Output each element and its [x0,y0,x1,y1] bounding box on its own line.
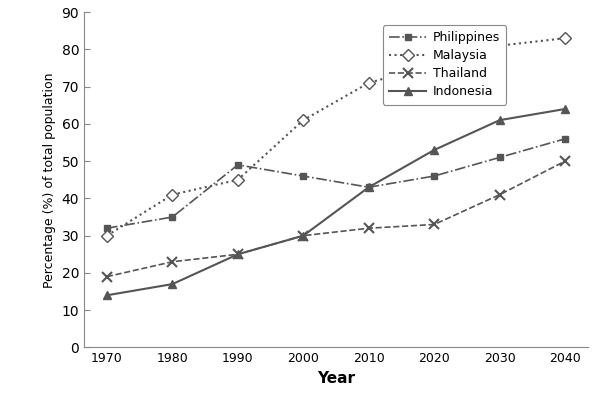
Philippines [169,215,176,219]
Thailand [299,233,307,238]
Philippines [562,137,569,141]
Indonesia [365,185,373,189]
Indonesia [103,293,110,298]
Indonesia [169,282,176,286]
Thailand [234,252,241,257]
Thailand [431,222,438,227]
Indonesia [234,252,241,257]
Indonesia [299,233,307,238]
Philippines [431,174,438,179]
Philippines [496,155,503,160]
Malaysia [431,62,438,67]
X-axis label: Year: Year [317,371,355,386]
Line: Thailand: Thailand [102,156,570,282]
Philippines [234,162,241,167]
Y-axis label: Percentage (%) of total population: Percentage (%) of total population [43,72,56,288]
Line: Philippines: Philippines [103,135,569,231]
Malaysia [562,36,569,41]
Malaysia [169,192,176,197]
Line: Indonesia: Indonesia [103,105,569,299]
Indonesia [431,147,438,152]
Line: Malaysia: Malaysia [103,34,569,240]
Malaysia [365,80,373,85]
Malaysia [234,177,241,182]
Legend: Philippines, Malaysia, Thailand, Indonesia: Philippines, Malaysia, Thailand, Indones… [383,25,506,105]
Malaysia [103,233,110,238]
Indonesia [562,107,569,112]
Malaysia [496,43,503,48]
Philippines [299,174,307,179]
Indonesia [496,118,503,122]
Thailand [169,259,176,264]
Malaysia [299,118,307,122]
Thailand [496,192,503,197]
Thailand [562,159,569,164]
Thailand [103,274,110,279]
Philippines [365,185,373,189]
Philippines [103,226,110,231]
Thailand [365,226,373,231]
